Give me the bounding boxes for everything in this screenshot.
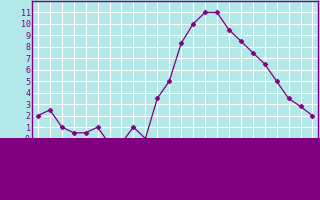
- X-axis label: Windchill (Refroidissement éolien,°C): Windchill (Refroidissement éolien,°C): [67, 163, 284, 174]
